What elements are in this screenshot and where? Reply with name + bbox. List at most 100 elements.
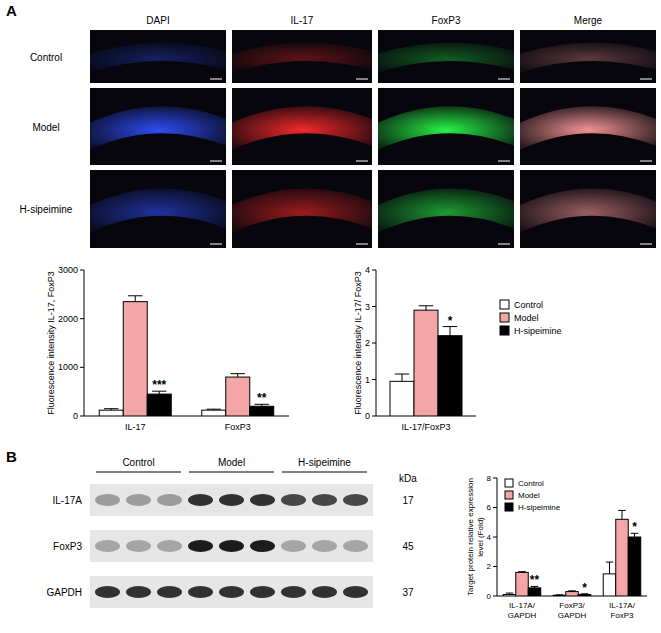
blot-band <box>188 494 213 506</box>
kda-value: 45 <box>402 541 414 552</box>
tick-label: 3 <box>365 302 370 312</box>
error-bar <box>419 306 433 310</box>
blot-band <box>219 494 244 506</box>
blot-band <box>281 586 306 598</box>
scale-bar <box>640 244 652 245</box>
micrograph <box>520 170 656 248</box>
column-header: FoxP3 <box>432 15 461 26</box>
legend-label: Control <box>518 479 544 488</box>
tick <box>372 416 376 417</box>
scale-bar <box>640 161 652 162</box>
legend-label: H-sipeimine <box>514 326 562 336</box>
scale-bar <box>210 79 222 80</box>
significance: * <box>582 581 587 595</box>
tissue <box>378 188 514 232</box>
bars <box>390 306 462 416</box>
column-header: DAPI <box>146 15 169 26</box>
scale-bar <box>498 79 510 80</box>
tissue <box>520 188 656 232</box>
legend-swatch <box>505 491 513 499</box>
bar <box>628 537 641 596</box>
axis-title: Fluorescence intensity IL-17, FoxP3 <box>46 271 56 415</box>
tick-label: 4 <box>365 265 370 275</box>
tick <box>372 379 376 380</box>
legend: ControlModelH-sipeimine <box>500 300 562 336</box>
tissue <box>378 43 514 73</box>
panel-letter: B <box>6 448 17 465</box>
tick <box>372 270 376 271</box>
bar <box>503 595 516 596</box>
row-header: Control <box>30 52 62 63</box>
scale-bar <box>640 79 652 80</box>
blot-band <box>95 586 120 598</box>
micrograph <box>378 170 514 248</box>
lane-group: H-sipeimine <box>298 457 351 468</box>
tick-label: 6 <box>487 503 492 512</box>
blot-band <box>281 494 306 506</box>
error-bar <box>556 594 564 595</box>
annotations: ***** <box>152 378 267 405</box>
tick <box>493 596 497 597</box>
micrograph <box>520 30 656 83</box>
category-label: FoxP3 <box>225 422 251 432</box>
legend-label: Model <box>514 313 539 323</box>
micrograph <box>90 30 226 83</box>
blot-band <box>126 540 151 552</box>
chart: 02468Target protein relative expressionl… <box>466 474 647 620</box>
tick-label: 0 <box>365 411 370 421</box>
column-header: IL-17 <box>291 15 314 26</box>
significance: * <box>632 520 637 534</box>
y-axis <box>376 270 377 416</box>
blot-band <box>95 540 120 552</box>
blot-band <box>281 540 306 552</box>
bar <box>226 377 250 416</box>
tissue <box>232 106 372 149</box>
tissue <box>378 106 514 149</box>
blot-band <box>343 494 368 506</box>
scale-bar <box>356 244 368 245</box>
blot-band <box>126 494 151 506</box>
significance: ** <box>530 573 540 587</box>
scale-bar <box>210 244 222 245</box>
protein-label: IL-17A <box>53 495 83 506</box>
scale-bar <box>356 161 368 162</box>
blot-band <box>250 586 275 598</box>
blot-band <box>157 586 182 598</box>
legend-swatch <box>500 300 509 309</box>
error-bar <box>518 571 526 573</box>
category-label: FoxP3/ <box>559 601 585 610</box>
tick-label: 2 <box>365 338 370 348</box>
blot-band <box>250 540 275 552</box>
bar <box>99 410 123 416</box>
annotations: **** <box>530 520 637 594</box>
group-line <box>96 472 181 473</box>
chart: 0100020003000Fluorescence intensity IL-1… <box>46 265 289 432</box>
bar <box>438 336 462 416</box>
y-axis <box>84 270 85 416</box>
error-bar <box>443 327 457 336</box>
micrograph <box>90 88 226 165</box>
blot-band <box>343 586 368 598</box>
row-header: H-sipeimine <box>20 204 73 215</box>
legend-swatch <box>505 503 513 511</box>
tick-label: 0 <box>487 592 492 601</box>
blot-strip <box>90 576 373 608</box>
significance: * <box>448 314 453 328</box>
tick-label: 4 <box>487 533 492 542</box>
category-label: IL-17A/ <box>509 601 536 610</box>
scale-bar <box>210 161 222 162</box>
micrograph <box>232 30 372 83</box>
protein-label: GAPDH <box>46 587 82 598</box>
error-bar <box>568 590 576 592</box>
blot-band <box>157 494 182 506</box>
kda-header: kDa <box>399 473 417 484</box>
blot-band <box>312 586 337 598</box>
error-bar <box>231 374 245 377</box>
bar <box>390 381 414 416</box>
blot-band <box>188 586 213 598</box>
axis-title: level (Fold) <box>476 517 485 557</box>
error-bar <box>395 374 409 381</box>
significance: *** <box>152 378 166 392</box>
micrograph <box>378 88 514 165</box>
bars <box>99 296 274 416</box>
